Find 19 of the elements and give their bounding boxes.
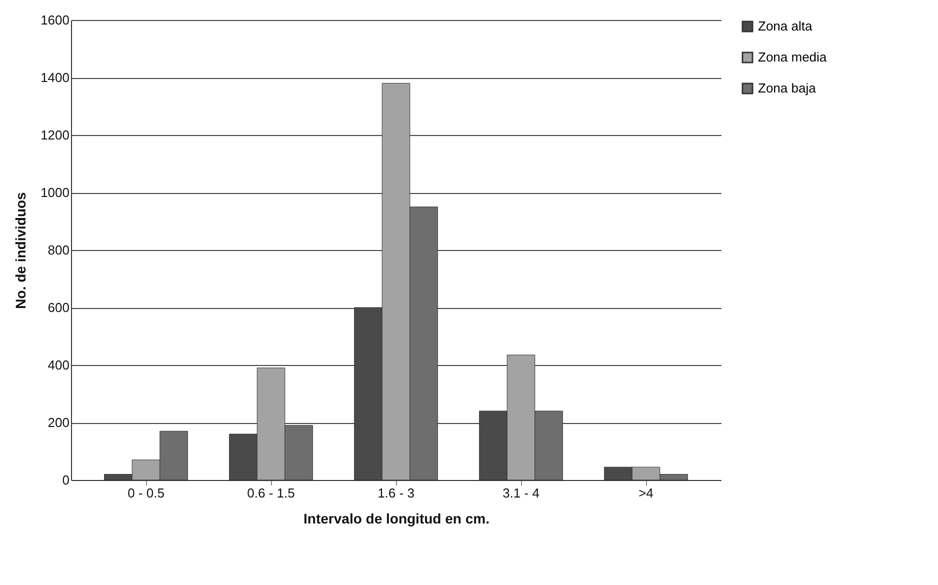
x-tick-label: 0 - 0.5	[128, 486, 164, 500]
legend-label: Zona alta	[758, 18, 813, 34]
y-tick-label: 200	[48, 415, 70, 430]
y-tick-label: 1200	[40, 128, 70, 142]
y-tick-label: 400	[48, 358, 70, 372]
x-tick-label: 3.1 - 4	[502, 486, 540, 500]
y-tick-label: 1000	[40, 185, 70, 200]
y-tick-label: 0	[62, 472, 70, 488]
y-tick-label: 800	[48, 242, 70, 258]
x-axis-title: Intervalo de longitud en cm.	[304, 510, 490, 526]
y-tick-label: 1400	[40, 70, 70, 85]
x-tick-label: 1.6 - 3	[378, 486, 414, 500]
y-tick-label: 600	[48, 300, 70, 315]
y-tick-label: 1600	[40, 12, 70, 28]
y-axis-title: No. de individuos	[12, 192, 29, 309]
legend-label: Zona media	[758, 50, 828, 64]
legend-label: Zona baja	[758, 80, 817, 96]
x-tick-label: 0.6 - 1.5	[247, 486, 295, 500]
x-tick-label: >4	[638, 486, 654, 500]
